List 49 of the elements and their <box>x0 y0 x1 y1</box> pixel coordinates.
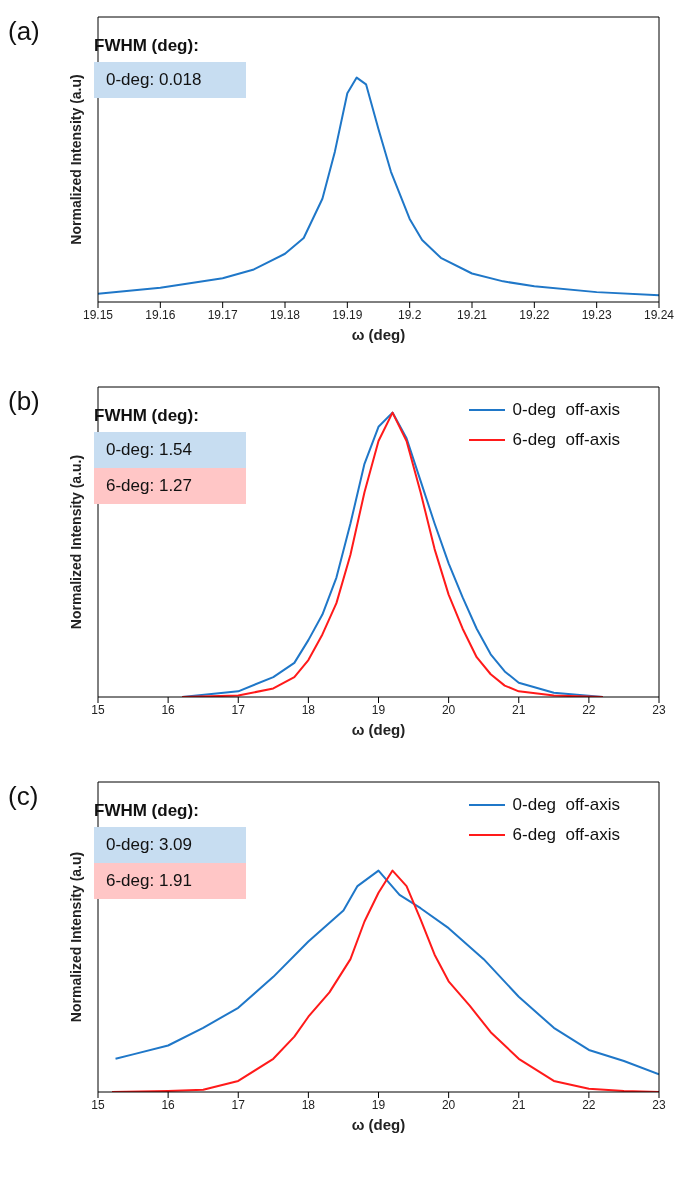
x-tick-label: 19 <box>371 702 386 717</box>
x-tick-label: 19.16 <box>145 307 176 322</box>
x-axis-title: ω (deg) <box>351 721 406 738</box>
shaded-text-box: 6-deg: 1.91 <box>94 863 246 899</box>
x-tick-label: 19.2 <box>397 307 422 322</box>
x-tick-label: 22 <box>582 702 596 717</box>
x-tick-label: 21 <box>512 1097 526 1112</box>
chart-title: (c) <box>8 781 39 812</box>
x-tick-label: 17 <box>231 1097 246 1112</box>
x-tick-label: 19.18 <box>269 307 301 322</box>
x-tick-label: 20 <box>441 702 456 717</box>
x-tick-label: 23 <box>652 1097 666 1112</box>
legend-label: 6-deg off-axis <box>512 825 620 845</box>
y-axis-title: Normalized Intensity (a.u) <box>67 74 84 245</box>
x-tick-label: 22 <box>582 1097 596 1112</box>
x-tick-label: 19.21 <box>456 307 488 322</box>
shaded-text-box: 0-deg: 0.018 <box>94 62 246 98</box>
x-tick-label: 15 <box>91 702 105 717</box>
shaded-text-box: 0-deg: 3.09 <box>94 827 246 863</box>
text: FWHM (deg): <box>94 801 200 821</box>
x-tick-label: 20 <box>441 1097 456 1112</box>
text: FWHM (deg): <box>94 36 200 56</box>
x-tick-label: 19.24 <box>643 307 675 322</box>
x-tick-label: 19 <box>371 1097 386 1112</box>
x-tick-label: 18 <box>301 1097 316 1112</box>
x-tick-label: 16 <box>161 1097 176 1112</box>
x-tick-label: 15 <box>91 1097 105 1112</box>
x-tick-label: 19.23 <box>581 307 613 322</box>
x-tick-label: 23 <box>652 702 666 717</box>
shaded-text-box: 6-deg: 1.27 <box>94 468 246 504</box>
x-axis-title: ω (deg) <box>351 1116 406 1133</box>
legend-label: 0-deg off-axis <box>512 400 620 420</box>
annotation: FWHM (deg): <box>94 406 200 426</box>
x-axis-title: ω (deg) <box>351 326 406 343</box>
y-axis-title: Normalized Intensity (a.u.) <box>67 454 84 630</box>
chart-title: (b) <box>8 386 40 417</box>
shaded-text-box: 0-deg: 1.54 <box>94 432 246 468</box>
chart-title: (a) <box>8 16 40 47</box>
x-tick-label: 16 <box>161 702 176 717</box>
legend-label: 6-deg off-axis <box>512 430 620 450</box>
x-tick-label: 17 <box>231 702 246 717</box>
x-tick-label: 19.15 <box>82 307 114 322</box>
x-tick-label: 19.22 <box>519 307 550 322</box>
legend-label: 0-deg off-axis <box>512 795 620 815</box>
x-tick-label: 18 <box>301 702 316 717</box>
x-tick-label: 19.19 <box>332 307 363 322</box>
y-axis-title: Normalized Intensity (a.u) <box>67 851 84 1023</box>
x-tick-label: 21 <box>512 702 526 717</box>
x-tick-label: 19.17 <box>207 307 239 322</box>
